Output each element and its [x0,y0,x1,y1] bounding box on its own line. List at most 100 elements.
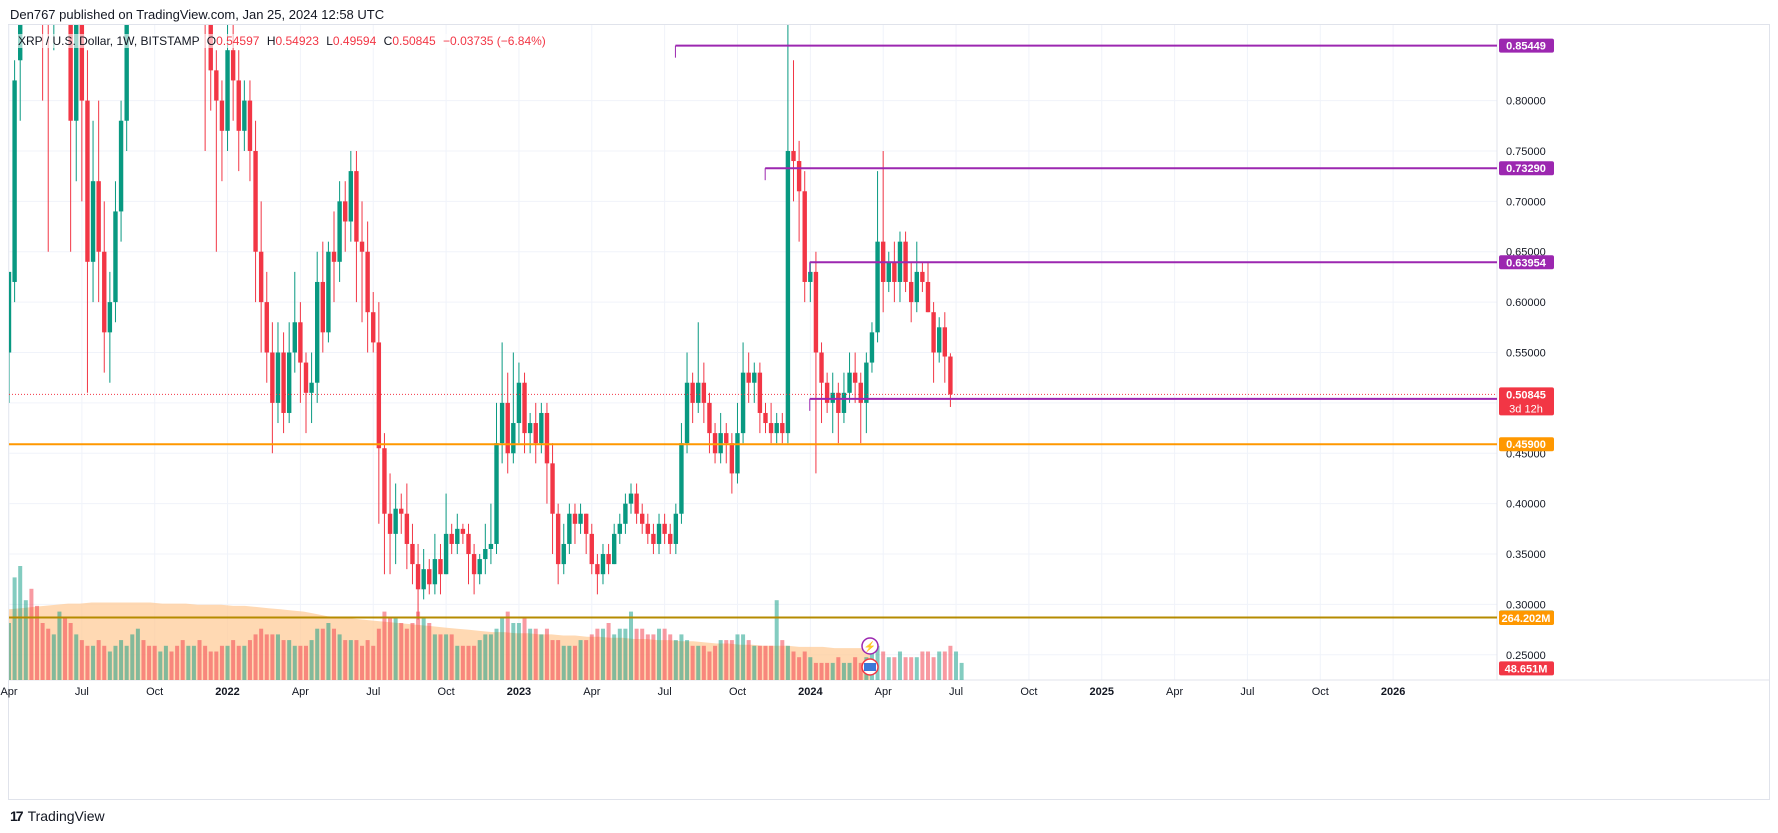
volume-bar [152,645,157,680]
volume-bar [657,628,662,680]
volume-bar [881,651,886,680]
candle-body [701,382,707,403]
candle-body [102,251,107,333]
volume-bar [584,640,589,680]
close-label: C [383,34,393,48]
candle-body [567,513,572,544]
candle-body [735,433,740,474]
volume-bar [63,617,68,680]
volume-bar [388,617,393,680]
candle-body [740,372,746,434]
volume-bar [208,651,213,680]
volume-bar [9,623,11,680]
volume-bar [85,645,90,680]
volume-bar [354,640,359,680]
candle-body [679,443,684,514]
candle-body [432,559,438,585]
volume-bar [460,645,465,680]
candle-body [662,523,667,534]
volume-bar [488,634,493,680]
candle-body [858,382,863,403]
candle-body [404,513,410,544]
volume-bar [292,645,297,680]
level-badge-label: 0.73290 [1506,163,1546,175]
volume-bar [320,628,325,680]
volume-bar [180,640,185,680]
volume-bar [886,657,891,680]
candle-body [718,433,723,454]
volume-bar [421,617,426,680]
flash-glyph: ⚡ [864,640,876,653]
volume-bar [746,640,751,680]
candle-body [12,80,17,282]
volume-bar [147,645,152,680]
volume-bar [830,662,835,680]
volume-bar [130,634,135,680]
y-tick-label: 0.75000 [1506,146,1546,158]
level-badge-resistance-3 [1499,255,1554,270]
y-tick-label: 0.35000 [1506,549,1546,561]
level-badge-label: 0.85449 [1506,41,1546,53]
candle-body [225,50,230,131]
candle-body [892,261,897,282]
candle-body [18,25,23,61]
volume-bar [539,634,544,680]
volume-bar [690,645,695,680]
candle-body [466,533,471,555]
volume-bar [802,651,807,680]
volume-bar [214,651,219,680]
volume-bar [46,628,51,680]
tradingview-logo-icon[interactable]: 17 [10,808,24,824]
volume-bar [175,645,180,680]
y-tick-label: 0.80000 [1506,96,1546,108]
candle-body [869,332,875,363]
badge-sub-last-price: 3d 12h [1509,403,1543,415]
candle-body [286,352,292,413]
candle-body [841,392,847,413]
footer: 17 TradingView [10,808,105,824]
volume-bar [287,640,292,680]
volume-bar [51,634,56,680]
volume-bar [836,657,841,680]
candle-body [830,392,835,403]
y-tick-label: 0.30000 [1506,599,1546,611]
volume-bar [102,645,107,680]
volume-bar [903,657,908,680]
volume-bar [309,640,314,680]
y-tick-label: 0.45000 [1506,448,1546,460]
volume-bar [79,640,84,680]
brand-name[interactable]: TradingView [27,808,105,824]
candle-body [275,352,281,403]
x-tick-label: Oct [438,686,455,698]
candle-body [376,342,382,449]
volume-bar [298,645,303,680]
volume-bar [892,657,897,680]
candle-body [813,271,819,353]
volume-bar [528,628,533,680]
high-value: 0.54923 [275,34,319,48]
open-value: 0.54597 [216,34,260,48]
volume-bar [752,645,757,680]
volume-bar [247,640,252,680]
candle-body [606,554,611,565]
candle-body [600,554,606,575]
candle-body [253,150,258,252]
candle-body [79,25,85,101]
candle-body [471,554,477,575]
badge-volume [1499,661,1554,676]
badge-label-volume-ma: 264.202M [1502,613,1551,625]
volume-bar [483,634,488,680]
volume-bar [925,651,930,680]
candle-body [696,382,701,403]
volume-bar [629,611,634,680]
x-tick-label: 2024 [798,686,823,698]
candle-body [337,201,342,262]
volume-bar [853,657,858,680]
x-tick-label: Jul [658,686,672,698]
x-tick-label: 2022 [215,686,239,698]
volume-bar [275,634,280,680]
volume-bar [135,628,140,680]
symbol-name[interactable]: XRP / U.S. Dollar, 1W, BITSTAMP [18,34,200,48]
candle-body [203,0,207,20]
